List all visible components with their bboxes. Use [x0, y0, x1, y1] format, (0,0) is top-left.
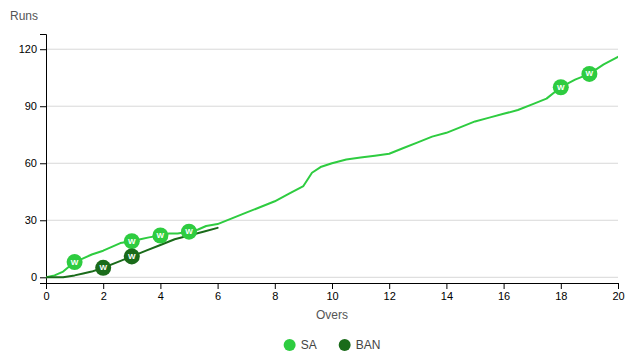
legend: SA BAN: [284, 338, 381, 352]
tick-label: 60: [25, 157, 37, 169]
tick-mark: [561, 283, 562, 289]
wicket-label: W: [71, 258, 79, 267]
tick-mark: [40, 106, 46, 107]
tick: 16: [498, 283, 510, 302]
tick-mark: [389, 283, 390, 289]
wicket-labels: WWWWWWWW: [71, 69, 594, 272]
x-axis: 0 2 4 6 8 10 12 14 16 18 20: [43, 283, 624, 302]
tick: 12: [384, 283, 396, 302]
tick: 30: [25, 214, 46, 226]
wicket-label: W: [157, 231, 165, 240]
tick-mark: [332, 283, 333, 289]
tick-mark: [40, 49, 46, 50]
x-axis-title: Overs: [316, 308, 348, 322]
tick-label: 120: [19, 43, 37, 55]
legend-item: SA: [284, 338, 317, 352]
tick: 2: [101, 283, 107, 302]
series-line: [46, 57, 618, 277]
tick-mark: [618, 283, 619, 289]
tick-mark: [218, 283, 219, 289]
grid-line: [46, 220, 618, 221]
legend-swatch: [284, 339, 296, 351]
wicket-marker: [152, 227, 168, 243]
grid-line: [46, 106, 618, 107]
y-axis: 0 30 60 90 120: [19, 35, 47, 284]
tick-label: 12: [384, 290, 396, 302]
tick: 4: [158, 283, 164, 302]
tick: 0: [31, 271, 46, 283]
tick: 120: [19, 43, 46, 55]
wicket-label: W: [99, 263, 107, 272]
tick-mark: [160, 283, 161, 289]
wicket-label: W: [557, 83, 565, 92]
tick-label: 2: [101, 290, 107, 302]
legend-item: BAN: [339, 338, 381, 352]
tick: 60: [25, 157, 46, 169]
plot-area: [46, 57, 618, 277]
tick-mark: [40, 277, 46, 278]
tick-label: 8: [272, 290, 278, 302]
tick-mark: [40, 163, 46, 164]
wicket-marker: [124, 248, 140, 264]
tick-mark: [275, 283, 276, 289]
tick: 6: [215, 283, 221, 302]
tick-mark: [40, 220, 46, 221]
wicket-marker: [95, 260, 111, 276]
tick: 8: [272, 283, 278, 302]
wicket-label: W: [128, 237, 136, 246]
tick-label: 4: [158, 290, 164, 302]
tick: 90: [25, 100, 46, 112]
tick: 14: [441, 283, 453, 302]
tick-label: 0: [31, 271, 37, 283]
tick: 10: [326, 283, 338, 302]
wicket-marker: [553, 79, 569, 95]
tick-mark: [504, 283, 505, 289]
grid-line: [46, 277, 618, 278]
tick-label: 16: [498, 290, 510, 302]
axis-line: [47, 284, 619, 290]
tick-label: 14: [441, 290, 453, 302]
grid-line: [46, 49, 618, 50]
y-axis-title: Runs: [10, 9, 38, 23]
wicket-marker: [181, 224, 197, 240]
tick-mark: [103, 283, 104, 289]
legend-swatch: [339, 339, 351, 351]
wicket-label: W: [128, 252, 136, 261]
tick-label: 6: [215, 290, 221, 302]
wicket-label: W: [185, 227, 193, 236]
tick-label: 30: [25, 214, 37, 226]
tick: 18: [555, 283, 567, 302]
wicket-marker: [581, 66, 597, 82]
wicket-label: W: [586, 69, 594, 78]
legend-label: BAN: [356, 338, 381, 352]
legend-label: SA: [301, 338, 317, 352]
tick-label: 18: [555, 290, 567, 302]
tick-mark: [446, 283, 447, 289]
series-line: [46, 228, 218, 277]
tick-label: 20: [612, 290, 624, 302]
tick: 20: [612, 283, 624, 302]
tick: 0: [43, 283, 49, 302]
wicket-marker: [124, 233, 140, 249]
grid: [46, 49, 618, 277]
tick-label: 0: [43, 290, 49, 302]
tick-label: 90: [25, 100, 37, 112]
axis-line: [40, 35, 47, 284]
tick-label: 10: [326, 290, 338, 302]
chart: 024681012141618200306090120WWWWWWWWOvers…: [0, 0, 640, 357]
wicket-marker: [67, 254, 83, 270]
